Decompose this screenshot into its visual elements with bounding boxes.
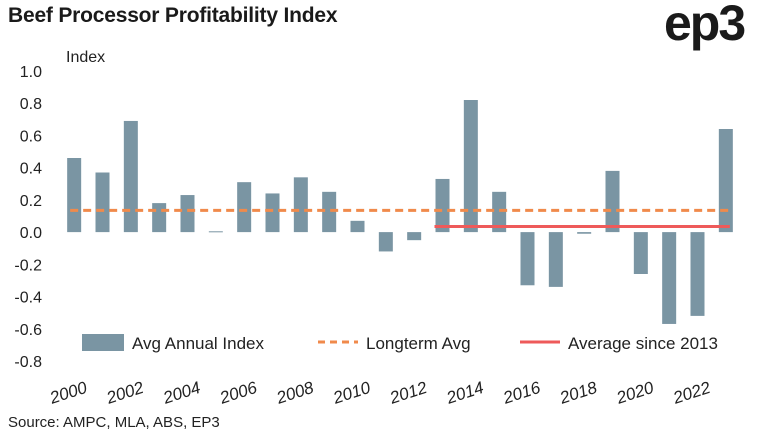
bar-2013 — [435, 178, 450, 233]
y-tick-label: -0.4 — [14, 290, 42, 307]
legend-label-avg-annual-index: Avg Annual Index — [132, 334, 265, 353]
bar-2011 — [378, 232, 393, 252]
source-note: Source: AMPC, MLA, ABS, EP3 — [8, 414, 220, 431]
ep3-logo: ep3 — [664, 0, 746, 51]
reference-lines — [70, 208, 730, 228]
legend-background — [74, 327, 745, 357]
bar-2005 — [208, 231, 223, 233]
x-tick-label: 2014 — [443, 378, 486, 408]
y-tick-label: 1.0 — [20, 64, 42, 81]
bar-2001 — [95, 172, 110, 233]
bar-2008 — [293, 177, 308, 233]
bar-2017 — [548, 232, 563, 287]
x-tick-label: 2018 — [557, 378, 600, 408]
y-tick-label: -0.6 — [14, 322, 42, 339]
bar-2004 — [180, 195, 195, 233]
x-tick-label: 2006 — [217, 378, 260, 408]
x-tick-label: 2016 — [500, 378, 543, 408]
y-tick-label: 0.6 — [20, 128, 42, 145]
y-tick-label: -0.8 — [14, 354, 42, 371]
bar-2022 — [690, 232, 705, 316]
bar-2016 — [520, 232, 535, 286]
x-tick-label: 2012 — [387, 378, 430, 408]
bar-2009 — [322, 191, 337, 233]
bar-2002 — [123, 120, 138, 233]
bar-2021 — [662, 232, 677, 324]
y-axis: 1.0 0.8 0.6 0.4 0.2 0.0 -0.2 -0.4 -0.6 -0.8 — [14, 64, 42, 371]
x-tick-label: 2022 — [670, 378, 713, 408]
legend-label-average-since-2013: Average since 2013 — [568, 334, 718, 353]
x-tick-label: 2002 — [103, 378, 146, 408]
x-tick-label: 2004 — [160, 378, 203, 408]
x-axis: 2000 2002 2004 2006 2008 2010 2012 2014 2016 2018… — [47, 378, 714, 408]
bar-2018 — [577, 232, 592, 234]
y-tick-label: 0.0 — [20, 225, 42, 242]
y-tick-label: -0.2 — [14, 257, 42, 274]
bar-2006 — [237, 182, 252, 233]
bar-2010 — [350, 220, 365, 233]
bar-2014 — [463, 100, 478, 233]
legend-label-longterm-avg: Longterm Avg — [366, 334, 471, 353]
bar-2023 — [718, 129, 733, 233]
x-tick-label: 2020 — [613, 378, 656, 408]
x-tick-label: 2008 — [273, 378, 316, 408]
y-tick-label: 0.2 — [20, 193, 42, 210]
chart-title: Beef Processor Profitability Index — [8, 4, 338, 27]
bar-2003 — [152, 203, 167, 233]
legend-swatch-avg-annual-index — [82, 334, 124, 351]
bar-2019 — [605, 170, 620, 233]
bar-series — [67, 100, 733, 324]
bar-2012 — [407, 232, 422, 241]
x-tick-label: 2010 — [330, 378, 373, 408]
y-tick-label: 0.8 — [20, 96, 42, 113]
y-tick-label: 0.4 — [20, 161, 42, 178]
bar-2007 — [265, 193, 280, 233]
x-tick-label: 2000 — [47, 378, 90, 408]
bar-2000 — [67, 158, 82, 233]
bar-2020 — [633, 232, 648, 274]
chart-legend: Avg Annual Index Longterm Avg Average si… — [74, 327, 745, 357]
y-axis-label: Index — [66, 49, 105, 66]
chart-plot: 1.0 0.8 0.6 0.4 0.2 0.0 -0.2 -0.4 -0.6 -0.8 Index… — [14, 49, 745, 408]
bar-2015 — [492, 191, 507, 233]
